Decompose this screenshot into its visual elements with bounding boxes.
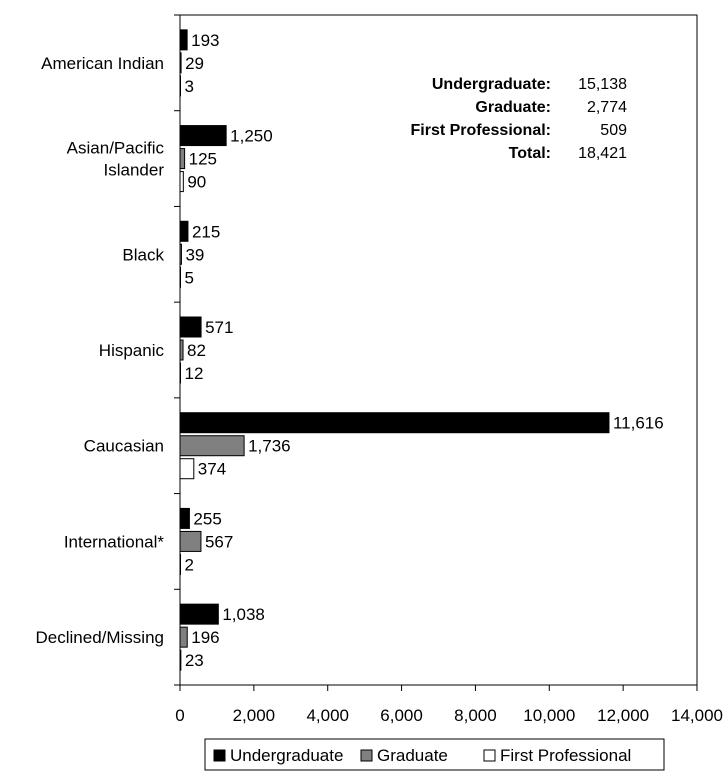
summary-label: First Professional: — [411, 122, 551, 139]
bar-undergraduate — [179, 412, 610, 434]
bar-graduate — [179, 435, 245, 457]
summary-value: 509 — [600, 122, 627, 139]
summary-label: Total: — [509, 145, 551, 162]
data-label: 12 — [185, 364, 204, 383]
data-label: 1,250 — [230, 127, 273, 146]
summary-value: 2,774 — [587, 99, 627, 116]
plot-area — [179, 14, 698, 686]
x-tick-label: 14,000 — [671, 706, 723, 725]
bar-graduate — [179, 530, 202, 552]
bar-graduate — [179, 339, 184, 361]
bar-undergraduate — [179, 603, 219, 625]
bar-undergraduate — [179, 316, 202, 338]
bars: 193 29 3 1,250 125 90 215 39 5 571 82 12 11,616 1,736… — [179, 29, 664, 671]
data-label: 11,616 — [613, 414, 664, 433]
summary-label: Undergraduate: — [432, 76, 551, 93]
summary-value: 18,421 — [578, 145, 627, 162]
legend-label: First Professional — [500, 746, 631, 765]
category-label: Declined/Missing — [36, 628, 165, 647]
bar-undergraduate — [179, 125, 227, 147]
summary-box: Undergraduate: 15,138 Graduate: 2,774 First … — [411, 76, 628, 162]
data-label: 29 — [185, 54, 204, 73]
bar-first-professional — [179, 362, 181, 384]
x-tick-label: 2,000 — [233, 706, 276, 725]
data-label: 125 — [189, 150, 217, 169]
category-label: Islander — [104, 161, 165, 180]
data-label: 215 — [192, 222, 220, 241]
legend-swatch — [483, 749, 496, 762]
bar-first-professional — [179, 649, 182, 671]
legend-box — [204, 738, 665, 771]
x-axis: 0 2,000 4,000 6,000 8,000 10,000 12,000 14,000 — [175, 685, 723, 725]
data-label: 3 — [185, 77, 194, 96]
summary-value: 15,138 — [578, 76, 627, 93]
x-tick-label: 12,000 — [597, 706, 649, 725]
data-label: 1,736 — [248, 437, 291, 456]
bar-first-professional — [179, 458, 195, 480]
data-label: 23 — [185, 651, 204, 670]
data-label: 2 — [185, 555, 194, 574]
bar-graduate — [179, 243, 182, 265]
category-axis: American Indian Asian/Pacific Islander Blac… — [36, 14, 180, 686]
bar-first-professional — [179, 266, 181, 288]
bar-first-professional — [179, 171, 184, 193]
category-label: Asian/Pacific — [67, 139, 165, 158]
x-tick-label: 0 — [175, 706, 184, 725]
legend-swatch — [360, 749, 373, 762]
bar-undergraduate — [179, 507, 190, 529]
data-label: 196 — [191, 628, 219, 647]
x-tick-label: 4,000 — [306, 706, 349, 725]
x-tick-label: 6,000 — [380, 706, 423, 725]
category-label: Black — [122, 245, 164, 264]
data-label: 90 — [187, 173, 206, 192]
summary-label: Graduate: — [475, 99, 551, 116]
data-label: 82 — [187, 341, 206, 360]
data-label: 39 — [185, 245, 204, 264]
x-tick-label: 10,000 — [523, 706, 575, 725]
category-label: American Indian — [41, 54, 164, 73]
data-label: 567 — [205, 532, 233, 551]
bar-undergraduate — [179, 220, 189, 242]
legend: Undergraduate Graduate First Professional — [204, 738, 665, 771]
category-label: Caucasian — [84, 437, 164, 456]
bar-first-professional — [179, 75, 181, 97]
data-label: 374 — [198, 460, 226, 479]
data-label: 5 — [185, 268, 194, 287]
legend-label: Graduate — [377, 746, 448, 765]
bar-graduate — [179, 626, 188, 648]
bar-first-professional — [179, 553, 181, 575]
bar-graduate — [179, 52, 182, 74]
bar-graduate — [179, 148, 186, 170]
data-label: 193 — [191, 31, 219, 50]
bar-undergraduate — [179, 29, 188, 51]
data-label: 1,038 — [222, 605, 265, 624]
x-tick-label: 8,000 — [454, 706, 497, 725]
category-label: International* — [64, 532, 165, 551]
data-label: 255 — [193, 509, 221, 528]
legend-label: Undergraduate — [230, 746, 343, 765]
legend-swatch — [213, 749, 226, 762]
category-label: Hispanic — [99, 341, 165, 360]
data-label: 571 — [205, 318, 233, 337]
